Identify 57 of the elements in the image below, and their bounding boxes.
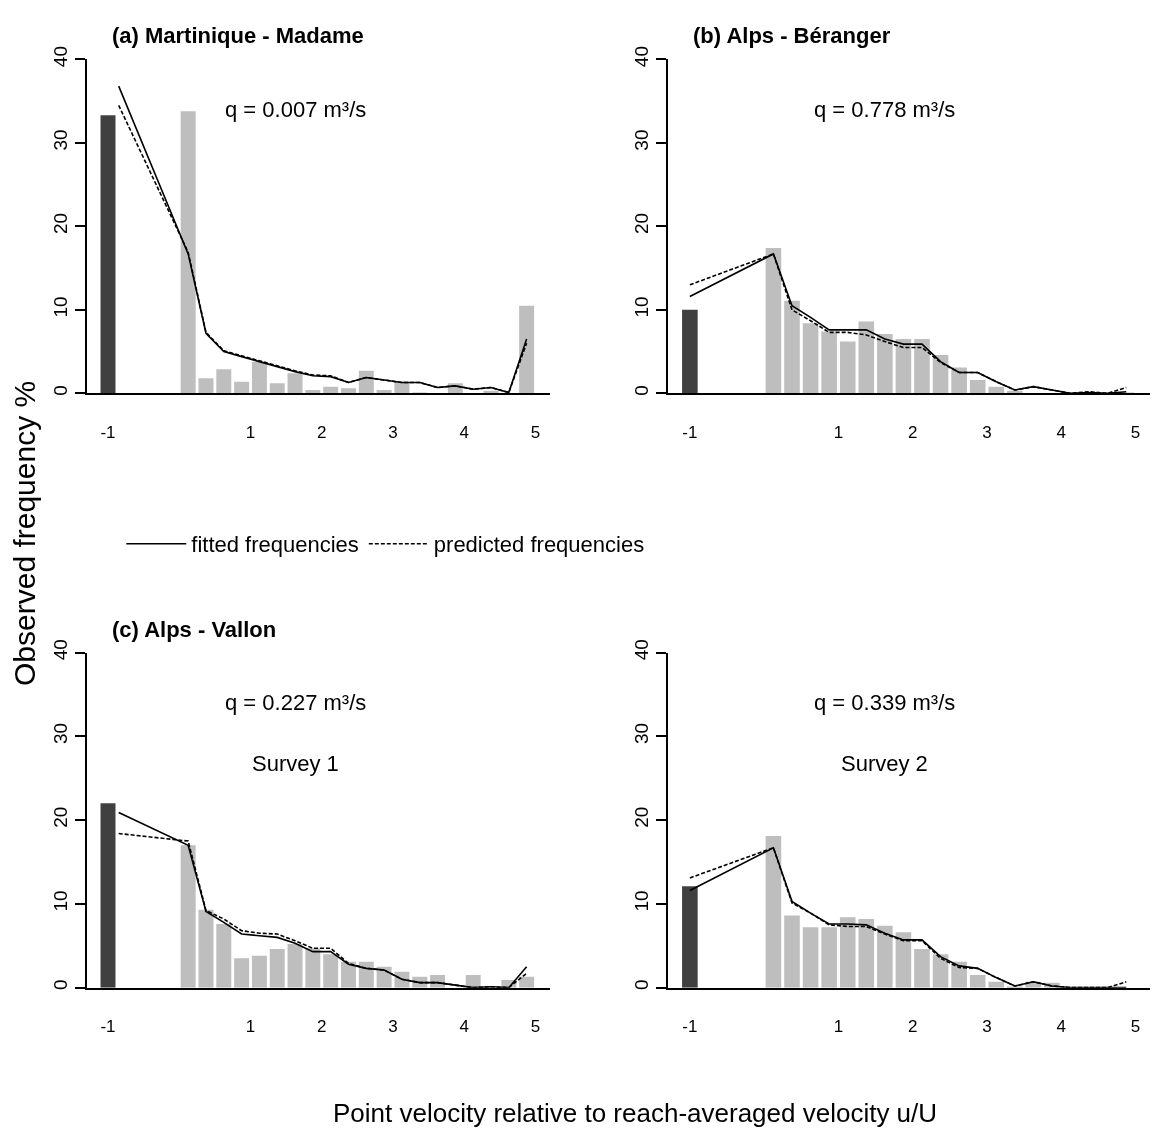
y-tick-label: 20 [50, 806, 72, 828]
x-tick-label: 4 [459, 422, 470, 442]
x-tick-label: 4 [459, 1017, 470, 1037]
annotation: Survey 2 [841, 751, 928, 776]
x-tick-label: 1 [833, 1017, 844, 1037]
y-tick-label: 10 [630, 296, 652, 318]
y-tick-label: 40 [630, 639, 652, 661]
x-axis-title: Point velocity relative to reach-averaged velocity u/U [333, 1098, 938, 1128]
x-tick-label: 3 [388, 1017, 398, 1037]
annotation: q = 0.778 m³/s [814, 97, 956, 122]
x-tick-label: 5 [530, 422, 541, 442]
x-tick-label: 3 [982, 1017, 992, 1037]
annotation: q = 0.007 m³/s [225, 97, 367, 122]
x-tick-label: 1 [245, 1017, 256, 1037]
y-tick-label: 40 [50, 45, 72, 68]
x-tick-label: 4 [1056, 1017, 1066, 1037]
y-tick-label: 30 [630, 722, 652, 745]
x-tick-label: 3 [982, 422, 992, 442]
chart-title: (b) Alps - Béranger [693, 23, 891, 48]
y-tick-label: 0 [630, 979, 652, 991]
x-tick-label: 5 [1130, 1017, 1141, 1037]
y-tick-label: 40 [50, 639, 72, 661]
x-tick-label: 5 [1130, 422, 1141, 442]
x-tick-label: 1 [833, 422, 844, 442]
chart-title: (a) Martinique - Madame [112, 23, 364, 48]
x-tick-label: -1 [100, 1017, 116, 1037]
y-tick-label: 30 [50, 722, 72, 745]
x-tick-label: 2 [907, 422, 918, 442]
y-tick-label: 30 [50, 129, 72, 151]
y-tick-label: 30 [630, 129, 652, 151]
y-tick-label: 20 [630, 806, 652, 828]
x-tick-label: -1 [682, 422, 698, 442]
y-tick-label: 10 [630, 890, 652, 912]
x-tick-label: 2 [317, 422, 327, 442]
x-tick-label: 1 [245, 422, 256, 442]
annotation: Survey 1 [252, 751, 339, 776]
x-tick-label: 4 [1056, 422, 1066, 442]
chart-title: (c) Alps - Vallon [112, 617, 277, 642]
x-tick-label: -1 [682, 1017, 698, 1037]
legend-label: predicted frequencies [433, 532, 645, 558]
y-tick-label: 0 [50, 979, 72, 991]
y-tick-label: 40 [630, 45, 652, 68]
legend-label: fitted frequencies [191, 532, 359, 558]
x-tick-label: 5 [530, 1017, 541, 1037]
annotation: q = 0.227 m³/s [225, 690, 367, 715]
y-tick-label: 20 [50, 212, 72, 235]
y-tick-label: 20 [630, 212, 652, 235]
x-tick-label: 2 [907, 1017, 918, 1037]
y-tick-label: 10 [50, 296, 72, 318]
y-tick-label: 0 [630, 385, 652, 396]
x-tick-label: -1 [100, 422, 116, 442]
y-tick-label: 0 [50, 385, 72, 396]
x-tick-label: 3 [388, 422, 398, 442]
annotation: q = 0.339 m³/s [814, 690, 956, 715]
x-tick-label: 2 [317, 1017, 327, 1037]
y-tick-label: 10 [50, 890, 72, 912]
y-axis-title: Observed frequency % [7, 380, 41, 686]
